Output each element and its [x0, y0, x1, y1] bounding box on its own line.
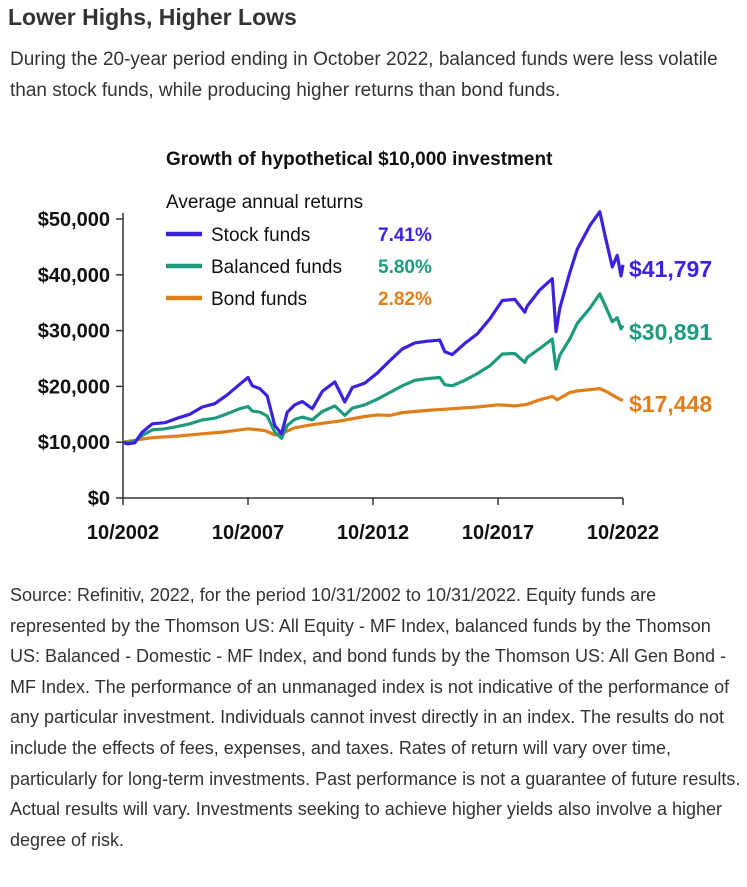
end-value-label: $41,797 [629, 256, 712, 282]
growth-chart: Growth of hypothetical $10,000 investmen… [38, 149, 713, 544]
legend-return: 7.41% [378, 225, 432, 246]
y-tick-label: $10,000 [38, 432, 110, 454]
end-value-label: $30,891 [629, 319, 712, 345]
x-tick-label: 10/2022 [587, 522, 659, 544]
series-line-bond-funds [122, 387, 624, 444]
x-tick-label: 10/2002 [87, 522, 159, 544]
source-note: Source: Refinitiv, 2022, for the period … [10, 585, 741, 850]
x-tick-label: 10/2012 [337, 522, 409, 544]
y-tick-label: $20,000 [38, 376, 110, 398]
legend-label: Bond funds [211, 289, 307, 310]
y-tick-label: $50,000 [38, 209, 110, 231]
legend-label: Balanced funds [211, 257, 342, 278]
legend-title: Average annual returns [166, 192, 363, 213]
legend: Stock funds 7.41% Balanced funds 5.80% Bond … [166, 225, 432, 310]
y-tick-label: $30,000 [38, 321, 110, 343]
x-tick-label: 10/2007 [212, 522, 284, 544]
legend-label: Stock funds [211, 225, 310, 246]
x-tick-label: 10/2017 [462, 522, 534, 544]
end-value-label: $17,448 [629, 391, 712, 417]
series-lines [122, 210, 625, 446]
legend-return: 2.82% [378, 289, 432, 310]
legend-return: 5.80% [378, 257, 432, 278]
y-tick-label: $0 [88, 488, 110, 510]
series-line-balanced-funds [122, 292, 625, 445]
page-title: Lower Highs, Higher Lows [8, 4, 297, 30]
axes: $0 $10,000 $20,000 $30,000 $40,000 $50,000 10/… [38, 209, 659, 544]
chart-title: Growth of hypothetical $10,000 investmen… [166, 149, 553, 170]
y-tick-label: $40,000 [38, 265, 110, 287]
end-labels: $41,797 $30,891 $17,448 [629, 256, 712, 417]
page-subtitle: During the 20-year period ending in Octo… [10, 49, 718, 101]
series-line-stock-funds [122, 210, 625, 446]
